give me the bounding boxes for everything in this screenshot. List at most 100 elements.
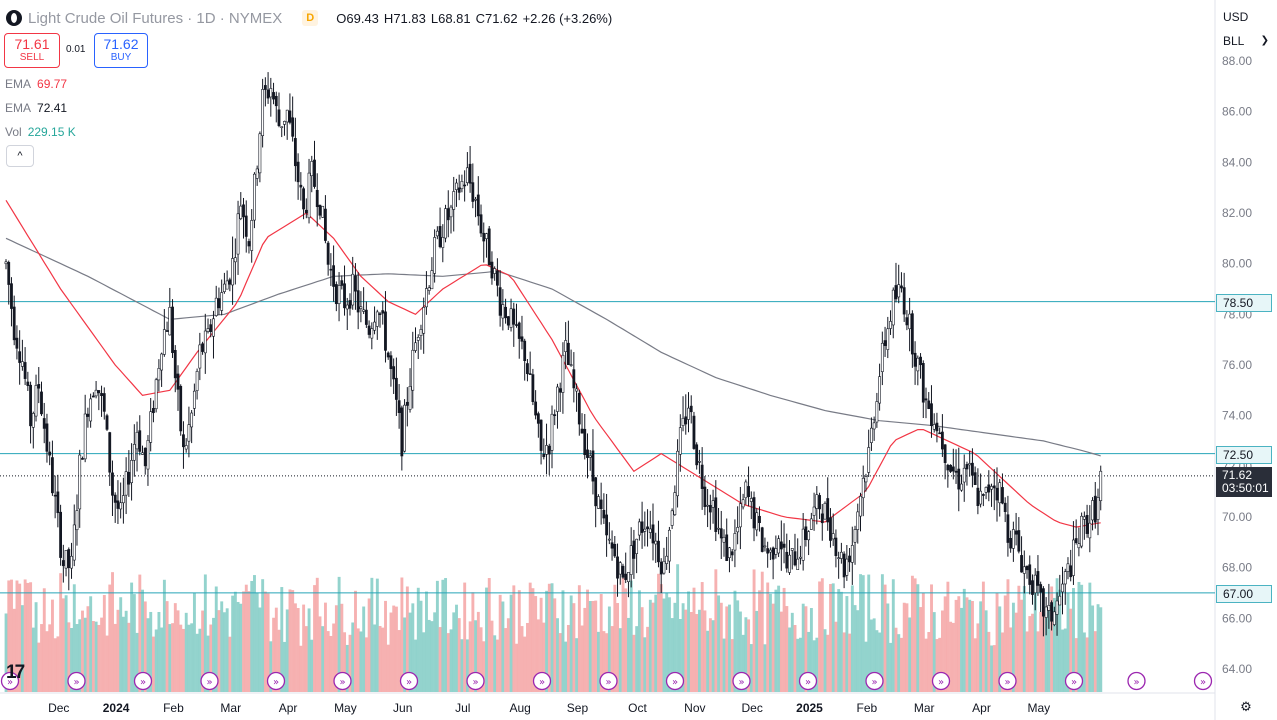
volume-bar bbox=[1039, 611, 1043, 692]
volume-bar bbox=[919, 607, 923, 692]
candle-body bbox=[583, 428, 587, 456]
volume-bar bbox=[613, 584, 617, 692]
volume-bar bbox=[446, 633, 450, 692]
volume-bar bbox=[12, 608, 16, 692]
volume-bar bbox=[48, 624, 52, 692]
volume-bar bbox=[886, 603, 890, 692]
volume-bar bbox=[1031, 613, 1034, 692]
chevron-right-icon: » bbox=[140, 677, 146, 688]
candle-body bbox=[749, 498, 753, 502]
x-tick-label: Dec bbox=[742, 701, 763, 715]
volume-bar bbox=[924, 638, 928, 692]
volume-bar bbox=[184, 612, 188, 692]
candle-body bbox=[1055, 600, 1059, 615]
volume-bar bbox=[938, 637, 942, 692]
sell-button[interactable]: 71.61 SELL bbox=[4, 33, 60, 68]
candle-body bbox=[253, 173, 256, 221]
volume-bar bbox=[1052, 597, 1056, 692]
volume-bar bbox=[228, 636, 232, 692]
volume-bar bbox=[848, 633, 852, 692]
volume-bar bbox=[381, 627, 385, 692]
candle-body bbox=[1058, 595, 1062, 606]
volume-bar bbox=[823, 629, 827, 692]
buy-button[interactable]: 71.62 BUY bbox=[94, 33, 148, 68]
delayed-badge[interactable]: D bbox=[302, 10, 319, 26]
candle-body bbox=[714, 497, 718, 532]
tradingview-logo[interactable]: 17 bbox=[6, 662, 25, 683]
candle-body bbox=[212, 318, 215, 337]
volume-bar bbox=[176, 610, 180, 692]
candle-body bbox=[684, 416, 688, 425]
candle-body bbox=[223, 283, 226, 292]
event-marker-icon bbox=[1193, 671, 1213, 691]
volume-bar bbox=[695, 614, 699, 692]
volume-bar bbox=[23, 579, 27, 692]
volume-bar bbox=[444, 578, 448, 692]
candle-body bbox=[681, 417, 685, 426]
candle-body bbox=[206, 328, 210, 332]
candle-body bbox=[81, 458, 84, 460]
candle-body bbox=[643, 528, 647, 532]
volume-bar bbox=[397, 630, 401, 692]
candle-body bbox=[897, 284, 901, 298]
volume-bar bbox=[588, 601, 592, 692]
currency-select[interactable]: USD bbox=[1218, 6, 1274, 28]
volume-bar bbox=[662, 598, 666, 692]
volume-bar bbox=[943, 596, 947, 692]
level-tag-72-50: 72.50 bbox=[1216, 446, 1272, 464]
volume-bar bbox=[534, 596, 538, 692]
ema-gray-line bbox=[5, 237, 1101, 457]
candle-body bbox=[621, 565, 625, 578]
candle-body bbox=[599, 499, 603, 510]
candle-body bbox=[752, 497, 756, 529]
event-marker-icon bbox=[599, 671, 618, 691]
candle-body bbox=[348, 300, 352, 309]
symbol-title[interactable]: Light Crude Oil Futures · 1D · NYMEX bbox=[28, 9, 283, 27]
volume-bar bbox=[1009, 627, 1013, 692]
volume-bar bbox=[411, 603, 415, 692]
candle-body bbox=[591, 450, 595, 482]
gear-icon[interactable]: ⚙ bbox=[1240, 699, 1252, 714]
volume-bar bbox=[687, 591, 690, 692]
volume-bar bbox=[83, 617, 87, 692]
volume-bar bbox=[97, 624, 101, 692]
indicator-volume[interactable]: Vol 229.15 K bbox=[5, 125, 76, 139]
volume-bar bbox=[659, 584, 663, 692]
candle-body bbox=[411, 349, 415, 391]
candle-body bbox=[356, 290, 360, 313]
volume-bar bbox=[826, 634, 830, 692]
candle-body bbox=[51, 457, 54, 494]
candle-body bbox=[594, 477, 598, 507]
candle-body bbox=[542, 453, 546, 458]
candle-body bbox=[651, 524, 655, 544]
volume-bar bbox=[607, 606, 611, 692]
volume-bar bbox=[45, 631, 49, 692]
high-value: 71.83 bbox=[393, 10, 426, 26]
high-label: H bbox=[383, 10, 394, 26]
candle-body bbox=[878, 376, 882, 404]
indicator-ema-gray[interactable]: EMA 72.41 bbox=[5, 101, 67, 115]
candle-body bbox=[577, 392, 581, 425]
indicator-ema-red[interactable]: EMA 69.77 bbox=[5, 77, 67, 91]
volume-bar bbox=[910, 575, 914, 692]
volume-bar bbox=[940, 610, 944, 692]
candle-body bbox=[444, 208, 447, 239]
volume-bar bbox=[351, 622, 355, 692]
candle-body bbox=[108, 432, 112, 473]
candle-body bbox=[708, 505, 712, 513]
candle-body bbox=[231, 258, 234, 286]
volume-bar bbox=[676, 564, 680, 692]
candle-body bbox=[1003, 502, 1007, 512]
collapse-indicators-button[interactable]: ^ bbox=[6, 145, 34, 167]
unit-select[interactable]: BLL ❯ bbox=[1218, 30, 1274, 52]
volume-bar bbox=[916, 584, 920, 692]
candle-body bbox=[1074, 538, 1078, 544]
volume-bar bbox=[329, 635, 333, 692]
candle-body bbox=[575, 388, 578, 392]
chevron-right-icon: » bbox=[871, 677, 877, 688]
volume-bar bbox=[891, 579, 895, 692]
volume-bar bbox=[774, 589, 778, 692]
candle-body bbox=[302, 188, 305, 210]
candle-body bbox=[160, 353, 164, 371]
